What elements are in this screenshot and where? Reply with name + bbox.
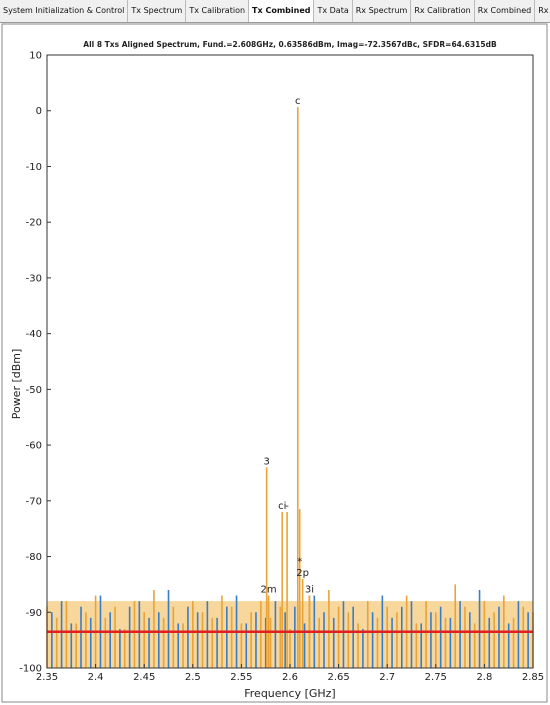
- tab[interactable]: System Initialization & Control: [0, 0, 129, 22]
- x-tick-label: 2.7: [379, 672, 395, 683]
- tab[interactable]: Rx Calibration: [411, 0, 475, 22]
- chart-title: All 8 Txs Aligned Spectrum, Fund.=2.608G…: [83, 40, 497, 49]
- peak-annotation: 2p: [296, 568, 309, 579]
- y-tick-label: -40: [26, 329, 42, 340]
- y-tick-label: -90: [26, 608, 42, 619]
- y-tick-label: -10: [26, 162, 42, 173]
- x-tick-label: 2.75: [425, 672, 447, 683]
- y-tick-label: -20: [26, 218, 42, 229]
- x-tick-label: 2.5: [185, 672, 201, 683]
- y-tick-label: -50: [26, 385, 42, 396]
- y-axis-label: Power [dBm]: [10, 349, 23, 420]
- peak-annotation: *: [297, 557, 302, 568]
- x-tick-label: 2.8: [476, 672, 492, 683]
- y-tick-label: -70: [26, 496, 42, 507]
- plot-frame: [1, 23, 548, 703]
- peak-annotation: 2m: [261, 585, 277, 596]
- tab-bar: System Initialization & Control Tx Spectr…: [0, 0, 550, 23]
- tab[interactable]: Tx Combined: [249, 0, 315, 22]
- tab[interactable]: Rx Combined: [475, 0, 536, 22]
- x-tick-label: 2.85: [522, 672, 544, 683]
- tab[interactable]: Tx Calibration: [186, 0, 250, 22]
- tab[interactable]: Rx Data: [535, 0, 550, 22]
- x-tick-label: 2.45: [133, 672, 155, 683]
- tab[interactable]: Rx Spectrum: [353, 0, 412, 22]
- x-tick-label: 2.55: [230, 672, 252, 683]
- tab[interactable]: Tx Spectrum: [128, 0, 187, 22]
- y-tick-label: 10: [29, 51, 42, 62]
- x-tick-label: 2.4: [88, 672, 104, 683]
- chart: All 8 Txs Aligned Spectrum, Fund.=2.608G…: [1, 23, 548, 703]
- y-tick-label: -100: [19, 664, 42, 675]
- x-axis-label: Frequency [GHz]: [244, 687, 335, 700]
- peak-annotation: c: [295, 96, 301, 107]
- peak-annotation: ci: [278, 501, 286, 512]
- x-tick-label: 2.6: [282, 672, 298, 683]
- peak-annotation: 3: [263, 456, 269, 467]
- y-tick-label: -30: [26, 273, 42, 284]
- x-tick-label: 2.35: [36, 672, 58, 683]
- y-tick-label: 0: [36, 106, 42, 117]
- tab[interactable]: Tx Data: [314, 0, 353, 22]
- x-tick-label: 2.65: [327, 672, 349, 683]
- peak-annotation: 3i: [305, 585, 314, 596]
- peak-annotation: -: [285, 501, 289, 512]
- y-tick-label: -60: [26, 441, 42, 452]
- y-tick-label: -80: [26, 552, 42, 563]
